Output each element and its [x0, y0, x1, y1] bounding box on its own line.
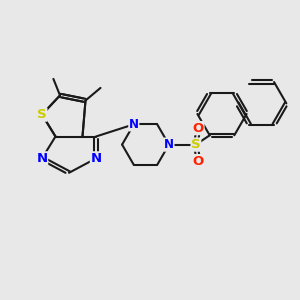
- Text: N: N: [129, 118, 139, 131]
- Text: N: N: [36, 152, 48, 165]
- Text: O: O: [193, 154, 204, 168]
- Text: S: S: [37, 108, 47, 121]
- Text: S: S: [191, 138, 201, 151]
- Text: O: O: [193, 122, 204, 135]
- Text: N: N: [90, 152, 102, 165]
- Text: N: N: [164, 138, 174, 151]
